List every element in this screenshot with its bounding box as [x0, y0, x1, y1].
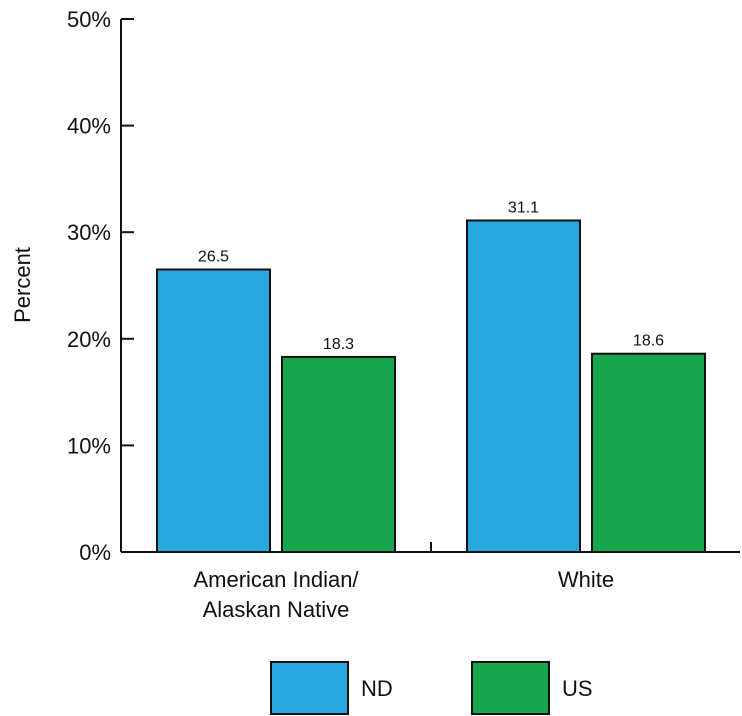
- y-axis-title: Percent: [10, 247, 35, 323]
- bar-nd-0: [156, 268, 271, 553]
- y-tick-label: 20%: [67, 327, 111, 352]
- bar-us-1: [591, 352, 706, 553]
- legend-label-nd: ND: [361, 676, 393, 701]
- data-label-us-0: 18.3: [323, 336, 354, 353]
- bar-nd-1: [466, 219, 581, 553]
- y-tick-label: 30%: [67, 220, 111, 245]
- legend-swatch-us: [471, 661, 550, 715]
- category-label: White: [558, 567, 614, 592]
- data-label-nd-1: 31.1: [508, 199, 539, 216]
- bars: [156, 219, 706, 553]
- legend: ND US: [270, 661, 593, 715]
- bar-us-0: [281, 355, 396, 553]
- y-tick-label: 50%: [67, 7, 111, 32]
- category-label: Alaskan Native: [203, 597, 350, 622]
- y-tick-label: 10%: [67, 433, 111, 458]
- category-labels: American Indian/Alaskan Native White: [193, 567, 614, 622]
- legend-label-us: US: [562, 676, 593, 701]
- legend-swatch-nd: [270, 661, 349, 715]
- data-labels: 26.5 18.3 31.1 18.6: [198, 199, 664, 352]
- y-tick-label: 0%: [79, 540, 111, 565]
- y-axis: 0% 10% 20% 30% 40% 50%: [67, 7, 134, 565]
- data-label-us-1: 18.6: [633, 333, 664, 350]
- y-tick-label: 40%: [67, 114, 111, 139]
- category-label: American Indian/: [193, 567, 359, 592]
- data-label-nd-0: 26.5: [198, 249, 229, 266]
